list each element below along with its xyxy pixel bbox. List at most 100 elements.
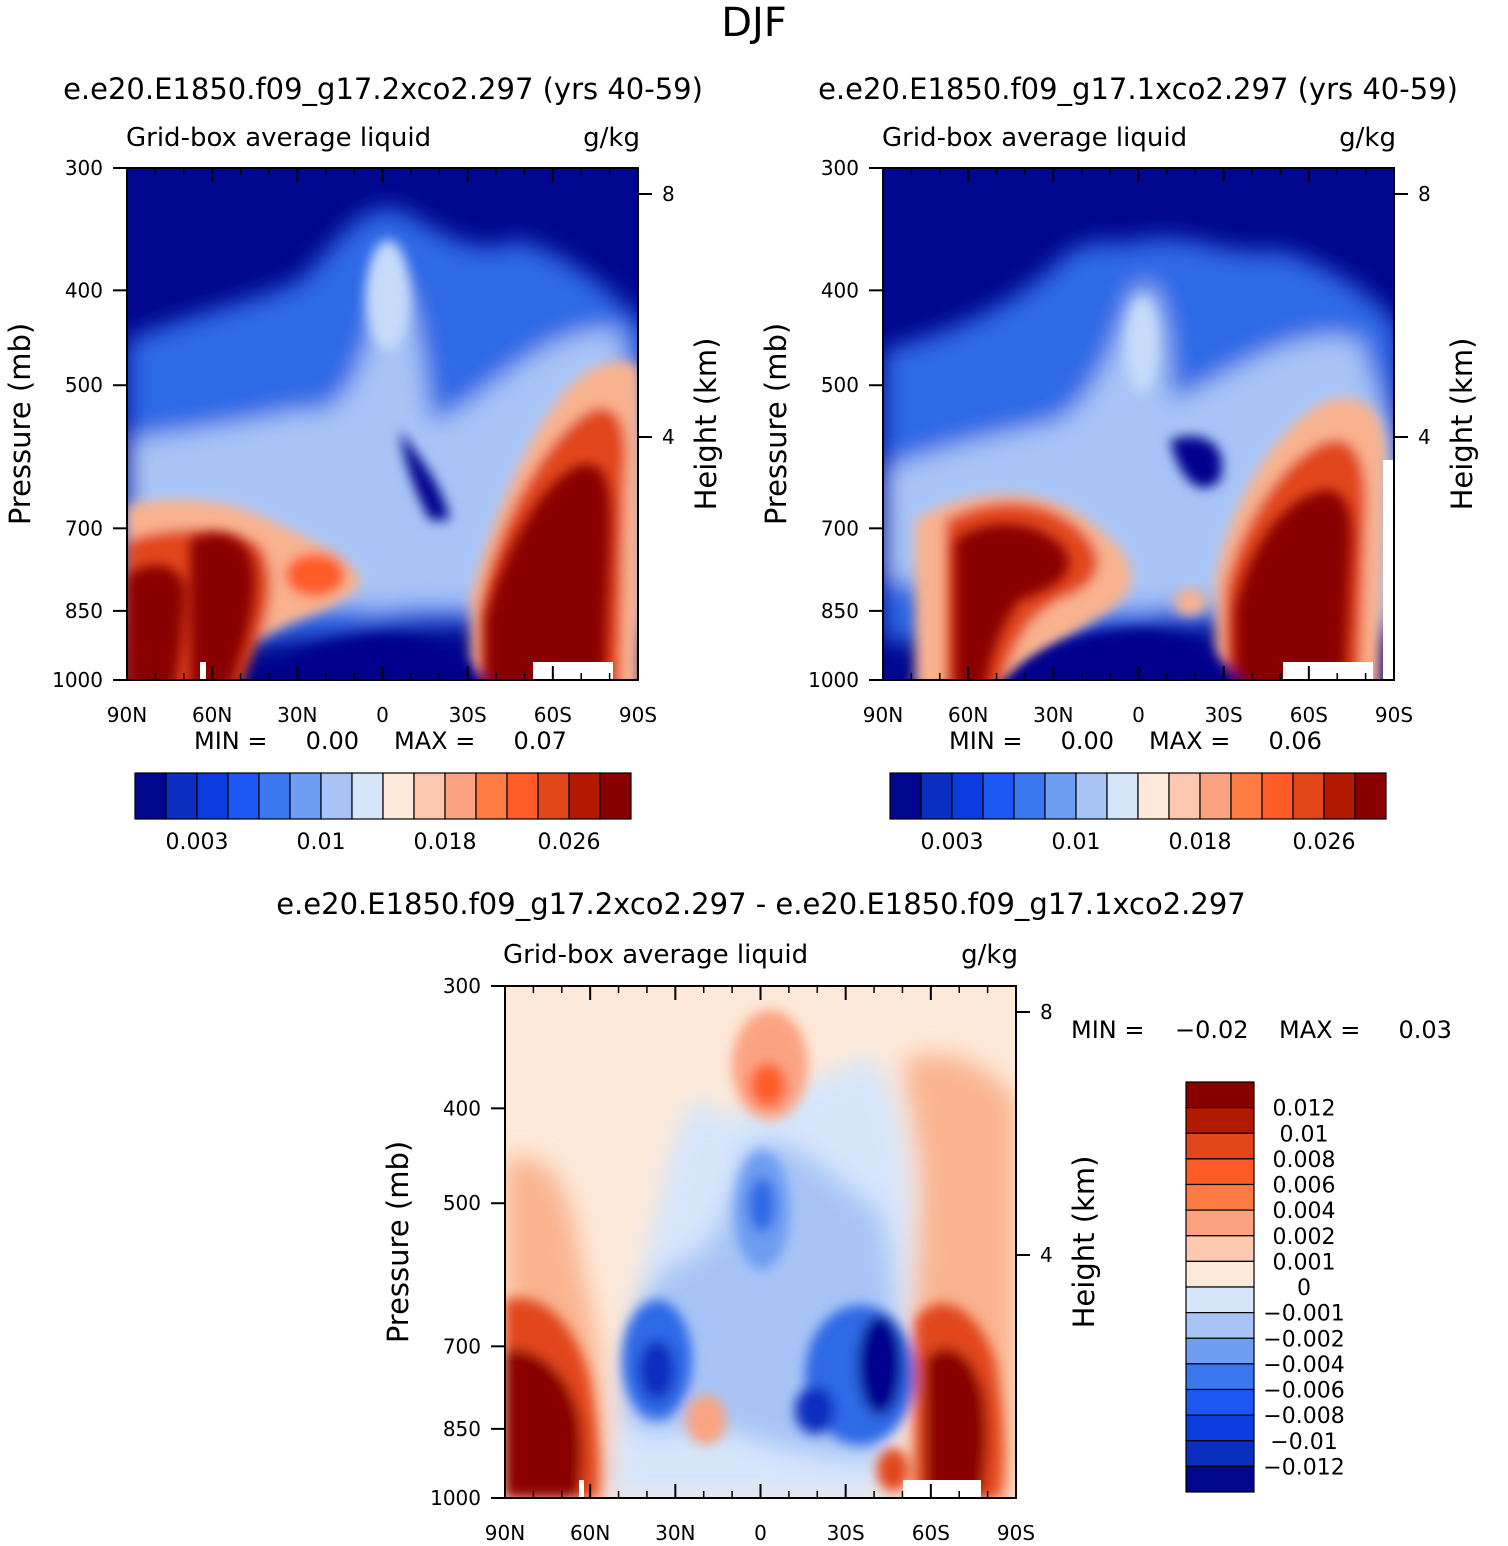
panel1-orange-30n (285, 553, 345, 597)
colorbar-box (1013, 772, 1046, 820)
panel2-plot-area (883, 168, 1394, 680)
colorbar-label: 0.01 (1280, 1122, 1329, 1147)
colorbar-box (1261, 772, 1294, 820)
colorbar-label: −0.001 (1263, 1302, 1344, 1327)
panel3-negative-20s-core (795, 1386, 835, 1434)
y-tick-label: 700 (443, 1334, 481, 1358)
y-tick-label: 300 (443, 974, 481, 998)
panel1-darkred-sh (485, 464, 611, 680)
panel3-negative-30n-core (639, 1340, 675, 1400)
colorbar-box (1230, 772, 1263, 820)
y-tick-label: 1000 (430, 1486, 481, 1510)
colorbar-box (889, 772, 922, 820)
colorbar-box (1185, 1081, 1255, 1109)
x-tick-label: 60S (912, 1521, 950, 1545)
colorbar-box (1185, 1260, 1255, 1288)
panel3-y2label: Height (km) (1067, 1156, 1101, 1329)
x-tick-label: 30N (1033, 703, 1073, 727)
x-tick-label: 30S (1205, 703, 1243, 727)
x-tick-label: 30S (449, 703, 487, 727)
x-tick-label: 30N (277, 703, 317, 727)
colorbar-label: 0.012 (1273, 1097, 1336, 1122)
y-tick-label: 300 (821, 156, 859, 180)
colorbar-box (258, 772, 291, 820)
panel3-colorbar: 0.0120.010.0080.0060.0040.0020.0010−0.00… (1185, 1081, 1345, 1493)
x-tick-label: 60S (1290, 703, 1328, 727)
y-tick-label: 400 (821, 278, 859, 302)
x-tick-label: 60N (192, 703, 232, 727)
colorbar-box (1185, 1363, 1255, 1391)
panel3-units: g/kg (961, 940, 1018, 970)
panel2-warm-blob-20s (1174, 588, 1206, 616)
panel2-darkred-nh (955, 524, 1069, 680)
x-tick-label: 90N (863, 703, 903, 727)
x-tick-label: 90N (485, 1521, 525, 1545)
y2-tick-label: 8 (1040, 1000, 1053, 1024)
colorbar-label: 0.003 (921, 830, 984, 855)
panel1-colorbar: 0.003 0.01 0.018 0.026 (134, 772, 632, 855)
panel1: Grid-box average liquid g/kg (3, 123, 723, 855)
colorbar-box (1106, 772, 1139, 820)
colorbar-box (1185, 1388, 1255, 1416)
x-tick-label: 0 (1132, 703, 1145, 727)
panel1-title: e.e20.E1850.f09_g17.2xco2.297 (yrs 40-59… (63, 72, 703, 106)
panel1-axes: 90N 60N 30N 0 30S 60S 90S 300 400 500 700 850 1000 8 4 (52, 156, 675, 727)
panel3-max-text: MAX = 0.03 (1279, 1016, 1452, 1044)
x-tick-label: 60N (948, 703, 988, 727)
x-tick-label: 90S (997, 1521, 1035, 1545)
colorbar-box (444, 772, 477, 820)
colorbar-box (1168, 772, 1201, 820)
colorbar-box (134, 772, 167, 820)
colorbar-label: 0 (1297, 1276, 1311, 1301)
colorbar-label: 0.001 (1273, 1250, 1336, 1275)
panel1-darkred-nh-a (127, 565, 185, 680)
panel2-upper-light-core (1126, 297, 1158, 393)
colorbar-label: 0.01 (1052, 830, 1101, 855)
panel1-missing-data-a (200, 662, 206, 680)
colorbar-box (1185, 1209, 1255, 1237)
colorbar-box (289, 772, 322, 820)
panel2-colorbar: 0.003 0.01 0.018 0.026 (889, 772, 1387, 855)
panel1-y2label: Height (km) (689, 338, 723, 511)
panel2-min-text: MIN = 0.00 (949, 727, 1114, 755)
colorbar-label: −0.012 (1263, 1455, 1344, 1480)
y-tick-label: 500 (65, 373, 103, 397)
colorbar-box (1354, 772, 1387, 820)
panel1-upper-light-core (366, 240, 410, 350)
panel3-mid-negative-core (748, 1177, 776, 1233)
panel2: Grid-box average liquid g/kg (759, 123, 1479, 855)
y2-tick-label: 8 (662, 182, 675, 206)
panel3-plot-area (505, 986, 1016, 1498)
colorbar-label: 0.008 (1273, 1148, 1336, 1173)
colorbar-box (320, 772, 353, 820)
panel1-max-text: MAX = 0.07 (394, 727, 567, 755)
x-tick-label: 60N (570, 1521, 610, 1545)
colorbar-box (1137, 772, 1170, 820)
panel3-upper-positive-core (750, 1063, 786, 1107)
colorbar-box (568, 772, 601, 820)
colorbar-label: −0.008 (1263, 1404, 1344, 1429)
colorbar-box (227, 772, 260, 820)
colorbar-box (1185, 1286, 1255, 1314)
y-tick-label: 400 (443, 1096, 481, 1120)
panel2-title: e.e20.E1850.f09_g17.1xco2.297 (yrs 40-59… (818, 72, 1458, 106)
colorbar-box (1185, 1132, 1255, 1160)
panel3-ylabel: Pressure (mb) (381, 1141, 415, 1343)
y-tick-label: 850 (443, 1417, 481, 1441)
colorbar-box (599, 772, 632, 820)
colorbar-box (382, 772, 415, 820)
y-tick-label: 850 (65, 599, 103, 623)
x-tick-label: 60S (534, 703, 572, 727)
panel1-ylabel: Pressure (mb) (3, 323, 37, 525)
panel1-dark-spur (400, 430, 450, 520)
colorbar-box (1185, 1440, 1255, 1467)
panel3-missing-data-a (579, 1480, 584, 1498)
panel1-units: g/kg (583, 123, 640, 153)
y2-tick-label: 4 (662, 425, 675, 449)
colorbar-box (1323, 772, 1356, 820)
colorbar-box (1185, 1158, 1255, 1186)
panel3: Grid-box average liquid g/kg (381, 940, 1452, 1545)
y2-tick-label: 4 (1040, 1243, 1053, 1267)
figure-title: DJF (721, 0, 787, 46)
